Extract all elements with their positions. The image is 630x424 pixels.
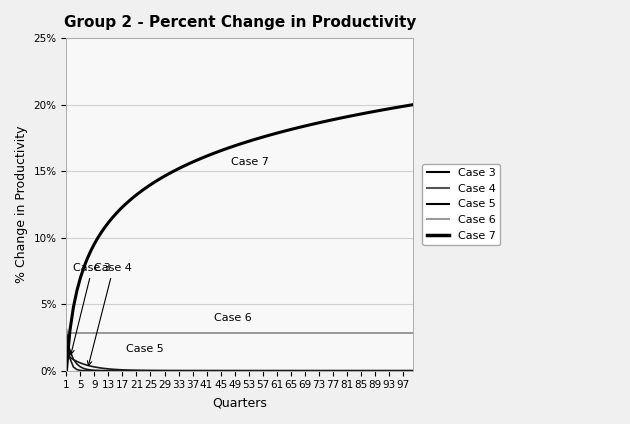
Case 3 [392,368,399,373]
Case 7 [129,195,137,200]
Line: Case 3: Case 3 [66,329,413,371]
Title: Group 2 - Percent Change in Productivity: Group 2 - Percent Change in Productivity [64,15,416,30]
Case 5 [392,368,399,373]
Case 5 [143,368,151,373]
Legend: Case 3, Case 4, Case 5, Case 6, Case 7: Case 3, Case 4, Case 5, Case 6, Case 7 [422,164,500,245]
Case 7 [270,131,277,137]
Case 7 [392,105,399,110]
Case 6 [392,331,399,336]
Line: Case 5: Case 5 [66,355,413,371]
Case 3 [410,368,417,373]
Case 7 [410,102,417,107]
Line: Case 7: Case 7 [66,105,413,371]
Y-axis label: % Change in Productivity: % Change in Productivity [15,126,28,283]
Text: Case 6: Case 6 [214,313,251,324]
Case 4 [392,368,399,373]
Case 3 [382,368,389,373]
Case 6 [143,331,151,336]
Case 6 [129,331,137,336]
Case 3 [62,327,70,332]
Case 7 [62,368,70,373]
Case 7 [241,140,249,145]
Case 5 [129,368,137,373]
Case 6 [270,331,277,336]
Case 5 [62,352,70,357]
Case 5 [270,368,277,373]
Text: Case 7: Case 7 [231,156,269,167]
Case 3 [270,368,277,373]
X-axis label: Quarters: Quarters [212,396,267,409]
Case 3 [143,368,151,373]
Case 3 [129,368,137,373]
Case 6 [382,331,389,336]
Case 4 [62,334,70,339]
Case 7 [382,107,389,112]
Case 4 [129,368,137,373]
Case 4 [143,368,151,373]
Case 5 [382,368,389,373]
Case 4 [382,368,389,373]
Text: Case 4: Case 4 [88,263,132,365]
Case 4 [241,368,249,373]
Case 4 [270,368,277,373]
Case 4 [410,368,417,373]
Case 5 [410,368,417,373]
Case 6 [410,331,417,336]
Text: Case 3: Case 3 [70,263,111,354]
Case 6 [62,331,70,336]
Case 7 [143,184,151,190]
Text: Case 5: Case 5 [126,344,164,354]
Case 6 [241,331,249,336]
Case 5 [241,368,249,373]
Case 3 [241,368,249,373]
Line: Case 4: Case 4 [66,336,413,371]
